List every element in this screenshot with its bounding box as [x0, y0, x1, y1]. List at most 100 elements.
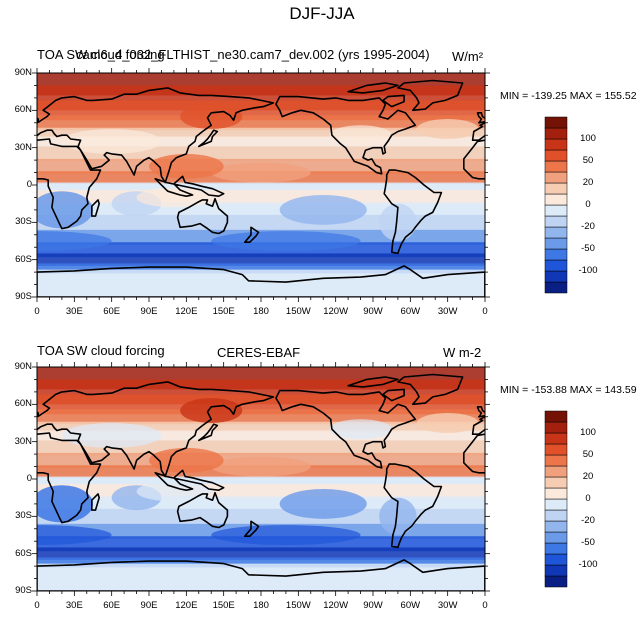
lat-label: 90S — [15, 585, 32, 596]
coastline-samerica — [383, 169, 443, 255]
lon-label: 0 — [482, 600, 488, 611]
field-blob — [379, 497, 417, 535]
field-blob — [136, 481, 212, 502]
coastline-australia — [626, 199, 644, 234]
colorbar-segment — [544, 204, 568, 217]
lat-label: 0 — [26, 179, 32, 190]
field-blob — [279, 488, 367, 519]
coastline-africa — [37, 432, 102, 524]
colorbar-segment — [544, 410, 568, 423]
panel2-center-title: CERES-EBAF — [217, 345, 301, 360]
lon-label: 0 — [34, 600, 40, 611]
field-band — [37, 563, 485, 591]
field-blob — [149, 447, 224, 473]
coastline-uk — [476, 112, 485, 124]
coastline-namerica — [275, 95, 417, 175]
colorbar-segment — [544, 193, 568, 206]
coastline-australia — [176, 491, 229, 529]
colorbar-segment — [544, 259, 568, 272]
colorbars — [544, 116, 568, 588]
field-blob — [416, 119, 479, 139]
field-blob — [180, 398, 243, 423]
colorbar-segment — [544, 421, 568, 434]
coastline-australia — [176, 197, 229, 235]
colorbar-segment — [544, 171, 568, 184]
coastline-antarctica — [37, 265, 485, 297]
field-band — [37, 508, 485, 524]
field-band — [37, 547, 485, 560]
lon-label: 150E — [212, 600, 235, 611]
colorbar-segment — [544, 182, 568, 195]
colorbar-segment — [544, 531, 568, 544]
panel1-units: W/m² — [452, 49, 484, 64]
lon-label: 180 — [253, 600, 269, 611]
coastline-indonesia — [603, 470, 644, 490]
colorbar-segment — [544, 542, 568, 555]
colorbar-label: -20 — [581, 221, 595, 232]
coastline-indonesia — [603, 176, 644, 196]
field-blob — [211, 456, 311, 477]
lon-label: 120W — [323, 306, 349, 317]
colorbar-segment — [544, 575, 568, 588]
lat-label: 30N — [14, 141, 32, 153]
colorbar-segment — [544, 509, 568, 522]
lat-label: 90S — [15, 291, 32, 302]
lon-label: 120E — [175, 600, 198, 611]
panel2-units: W m-2 — [443, 345, 482, 360]
colorbar-label: 20 — [582, 177, 594, 188]
field-blob — [37, 191, 93, 229]
colorbar-segment — [544, 116, 568, 129]
coastline-australia — [626, 493, 644, 528]
colorbar-segment — [544, 498, 568, 511]
lat-label: 60N — [14, 104, 32, 116]
field-blob — [379, 203, 417, 241]
lat-label: 30S — [15, 510, 32, 522]
colorbar-segment — [544, 281, 568, 294]
lat-label: 30S — [15, 216, 32, 228]
panel1-left-title: TOA SW cloud forcing — [37, 47, 165, 62]
map-frame — [36, 72, 486, 298]
field-band — [37, 182, 485, 193]
field-blob — [37, 231, 112, 251]
field-band — [37, 421, 485, 432]
coastline-greenland — [397, 79, 464, 112]
lat-label: 60S — [15, 253, 32, 265]
field-band — [37, 430, 485, 441]
colorbar-label: 50 — [582, 155, 594, 166]
colorbar-segment — [544, 138, 568, 151]
colorbar-segment — [544, 237, 568, 250]
panel2-minmax: MIN = -153.88 MAX = 143.59 — [500, 384, 637, 396]
coastline-uk — [476, 406, 485, 418]
panel1-minmax: MIN = -139.25 MAX = 155.52 — [500, 90, 637, 102]
lon-label: 30E — [65, 306, 83, 317]
field-band — [37, 214, 485, 230]
lon-label: 150E — [212, 306, 235, 317]
coastline-uk — [37, 117, 39, 123]
coastline-japan — [198, 423, 219, 442]
panel2-map — [37, 367, 644, 591]
field-band — [37, 557, 485, 568]
lon-label: 90E — [140, 600, 158, 611]
lat-label: 30N — [14, 435, 32, 447]
colorbar-label: -50 — [581, 537, 595, 548]
lon-label: 60W — [400, 306, 421, 317]
colorbar-segment — [544, 160, 568, 173]
colorbar-label: 0 — [585, 199, 591, 210]
lon-label: 30E — [65, 600, 83, 611]
map-frame — [36, 366, 486, 592]
coastline-antarctica — [37, 559, 485, 591]
lon-label: 0 — [482, 306, 488, 317]
field-blob — [211, 162, 311, 183]
field-blob — [180, 104, 243, 129]
colorbar-segment — [544, 248, 568, 261]
colorbar-segment — [544, 443, 568, 456]
field-band — [37, 127, 485, 138]
panel1-map — [37, 73, 644, 297]
field-blob — [329, 419, 392, 440]
lon-label: 60W — [400, 600, 421, 611]
lat-label: 60N — [14, 398, 32, 410]
field-blob — [416, 413, 479, 433]
colorbar-label: 50 — [582, 449, 594, 460]
colorbar-segment — [544, 226, 568, 239]
coastline-arcticisl — [347, 82, 399, 94]
